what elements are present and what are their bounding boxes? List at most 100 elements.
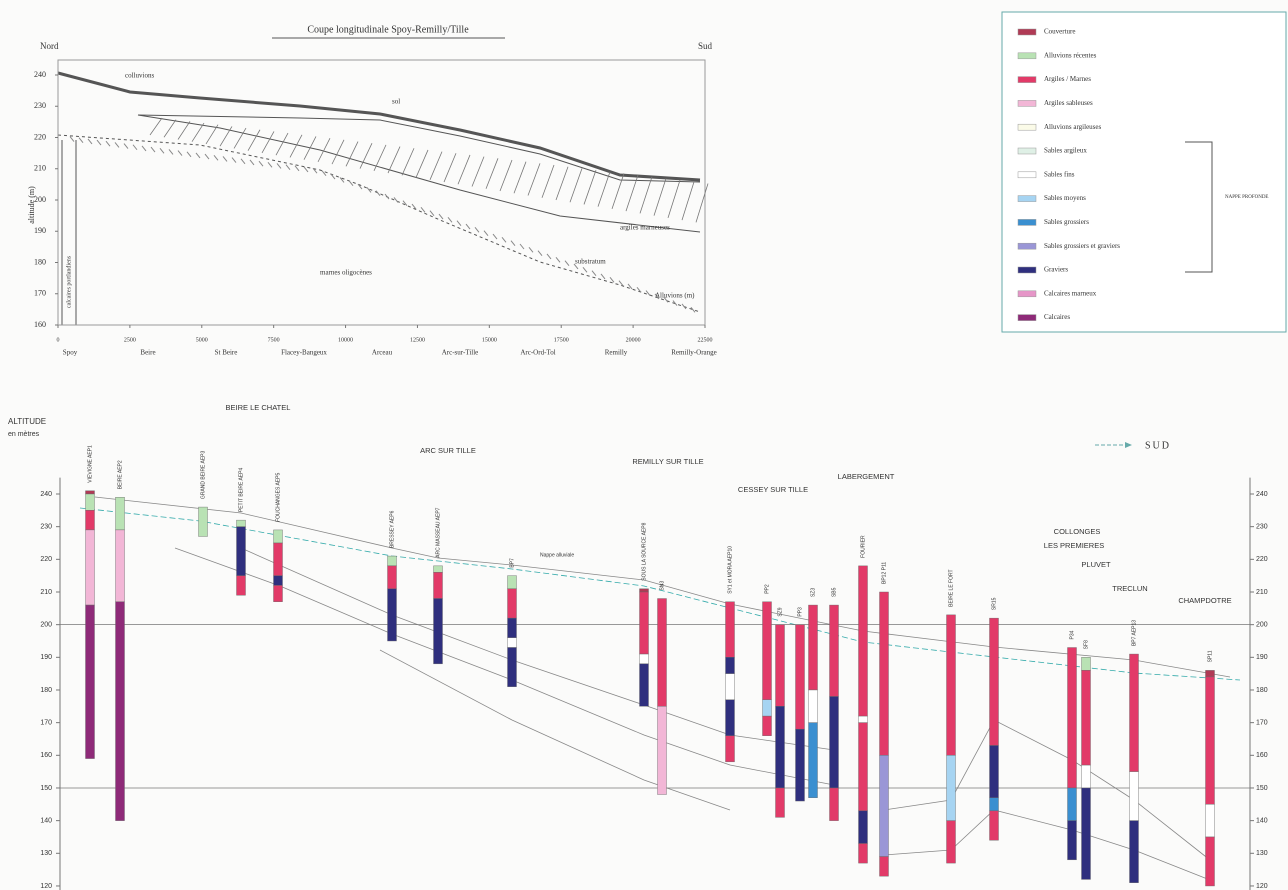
borehole-segment xyxy=(809,723,818,798)
borehole-segment xyxy=(86,530,95,605)
borehole-segment xyxy=(237,527,246,576)
marl-tick xyxy=(277,163,281,168)
borehole-segment xyxy=(640,592,649,654)
borehole-segment xyxy=(947,821,956,863)
borehole-segment xyxy=(776,625,785,707)
x-tick-label: 5000 xyxy=(196,337,208,343)
borehole-segment xyxy=(1206,804,1215,837)
place-label: Flacey-Bangeux xyxy=(281,349,327,357)
marl-tick xyxy=(88,139,92,144)
town-label: ARC SUR TILLE xyxy=(420,446,476,455)
page: Coupe longitudinale Spoy-Remilly/TilleNo… xyxy=(0,0,1288,890)
marl-tick xyxy=(394,197,398,202)
annotation: Alluvions (m) xyxy=(655,292,695,300)
marl-tick xyxy=(322,171,326,176)
y-tick-label: 190 xyxy=(34,226,46,235)
borehole-segment xyxy=(434,566,443,573)
y-tick-label: 210 xyxy=(40,589,52,596)
borehole-segment xyxy=(508,638,517,648)
borehole-segment xyxy=(86,494,95,510)
x-tick-label: 15000 xyxy=(482,337,497,343)
marl-tick xyxy=(457,221,461,226)
y-tick-label: 170 xyxy=(1256,719,1268,726)
legend-label: Alluvions récentes xyxy=(1044,51,1097,59)
borehole-name: ARC MASSEAU AEP7 xyxy=(435,507,441,558)
marl-tick xyxy=(691,307,695,312)
legend-swatch xyxy=(1018,172,1036,178)
borehole-segment xyxy=(508,618,517,638)
borehole-name: BP7 AEP13 xyxy=(1131,620,1137,646)
hatch-line xyxy=(262,131,274,152)
clay-top xyxy=(138,115,700,182)
hatch-line xyxy=(570,168,582,202)
hatch-line xyxy=(612,173,624,208)
marl-tick xyxy=(484,231,488,236)
borehole-segment xyxy=(809,690,818,723)
hatch-line xyxy=(500,160,512,191)
marl-tick xyxy=(646,291,650,296)
hatch-line xyxy=(150,118,162,135)
legend-swatch xyxy=(1018,148,1036,154)
borehole-segment xyxy=(1206,670,1215,677)
legend-swatch xyxy=(1018,243,1036,249)
x-tick-label: 12500 xyxy=(410,337,425,343)
hatch-line xyxy=(304,136,316,159)
hatch-line xyxy=(682,182,694,220)
legend-label: Calcaires marneux xyxy=(1044,289,1097,297)
borehole-segment xyxy=(116,602,125,821)
marl-tick xyxy=(286,165,290,170)
note: Nappe alluviale xyxy=(540,552,574,558)
marl-tick xyxy=(475,227,479,232)
borehole-segment xyxy=(830,697,839,788)
hatch-line xyxy=(472,157,484,187)
borehole-segment xyxy=(1130,654,1139,772)
borehole-segment xyxy=(388,566,397,589)
axis-label: ALTITUDE xyxy=(8,417,46,426)
marl-top xyxy=(58,135,700,312)
borehole-name: BRESSEY AEP6 xyxy=(389,510,395,548)
marl-tick xyxy=(97,140,101,145)
y-tick-label: 240 xyxy=(34,70,46,79)
borehole-segment xyxy=(274,530,283,543)
y-tick-label: 140 xyxy=(40,817,52,824)
y-tick-label: 130 xyxy=(1256,850,1268,857)
legend-swatch xyxy=(1018,53,1036,59)
borehole-name: SOUS LA SOURCE AEP8 xyxy=(641,522,647,580)
right-label: Sud xyxy=(698,41,713,51)
hatch-line xyxy=(206,125,218,144)
direction-label: SUD xyxy=(1145,440,1171,451)
borehole-segment xyxy=(1130,772,1139,821)
borehole-segment xyxy=(726,674,735,700)
hatch-line xyxy=(542,165,554,198)
y-tick-label: 150 xyxy=(40,785,52,792)
borehole-segment xyxy=(274,576,283,586)
town-label: LES PREMIERES xyxy=(1044,541,1104,550)
borehole-segment xyxy=(274,543,283,576)
left-label: Nord xyxy=(40,41,59,51)
marl-tick xyxy=(556,257,560,262)
borehole-name: BP7 xyxy=(509,558,515,568)
annotation: calcaires portlandiens xyxy=(66,255,72,308)
borehole-segment xyxy=(763,700,772,716)
marl-tick xyxy=(124,144,128,149)
legend-label: Sables fins xyxy=(1044,170,1075,178)
legend-label: Argiles / Marnes xyxy=(1044,75,1091,83)
borehole-segment xyxy=(658,706,667,794)
hatch-line xyxy=(458,155,470,184)
borehole-segment xyxy=(640,664,649,706)
correlation-line xyxy=(380,650,730,810)
x-tick-label: 10000 xyxy=(338,337,353,343)
borehole-name: VIEVIGNE AEP1 xyxy=(87,445,93,483)
hatch-line xyxy=(178,121,190,139)
marl-tick xyxy=(502,237,506,242)
borehole-segment xyxy=(434,572,443,598)
annotation: substratum xyxy=(575,258,606,266)
axis-frame xyxy=(58,60,705,325)
y-tick-label: 170 xyxy=(34,289,46,298)
y-tick-label: 230 xyxy=(40,524,52,531)
hatch-line xyxy=(528,163,540,195)
place-label: Arceau xyxy=(372,349,393,357)
marl-tick xyxy=(565,261,569,266)
marl-tick xyxy=(511,241,515,246)
place-label: Arc-sur-Tille xyxy=(442,349,479,357)
